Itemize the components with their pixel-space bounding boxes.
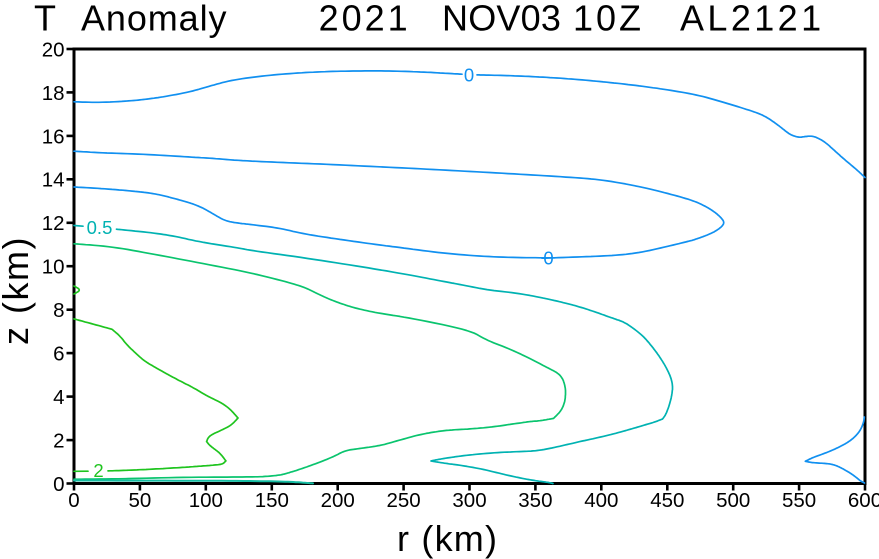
- svg-text:350: 350: [518, 489, 552, 512]
- svg-text:4: 4: [53, 386, 64, 409]
- svg-text:T: T: [34, 0, 56, 39]
- svg-text:AL2121: AL2121: [680, 0, 825, 39]
- svg-text:100: 100: [189, 489, 223, 512]
- svg-text:300: 300: [452, 489, 486, 512]
- svg-text:10Z: 10Z: [573, 0, 644, 39]
- svg-text:600: 600: [848, 489, 879, 512]
- svg-text:2021: 2021: [319, 0, 411, 39]
- svg-text:500: 500: [716, 489, 750, 512]
- svg-text:50: 50: [128, 489, 151, 512]
- svg-text:400: 400: [584, 489, 618, 512]
- svg-text:6: 6: [53, 343, 64, 366]
- svg-text:550: 550: [782, 489, 816, 512]
- svg-text:450: 450: [650, 489, 684, 512]
- svg-text:r (km): r (km): [397, 518, 498, 559]
- svg-text:150: 150: [255, 489, 289, 512]
- svg-text:0: 0: [53, 473, 64, 496]
- svg-text:Anomaly: Anomaly: [81, 0, 227, 39]
- svg-text:20: 20: [42, 38, 65, 61]
- svg-text:0: 0: [464, 65, 474, 86]
- svg-text:14: 14: [42, 169, 65, 192]
- svg-text:8: 8: [53, 299, 64, 322]
- svg-text:NOV03: NOV03: [442, 0, 561, 39]
- svg-text:2: 2: [53, 429, 64, 452]
- svg-text:12: 12: [42, 212, 65, 235]
- svg-text:0: 0: [543, 248, 553, 269]
- svg-text:2: 2: [93, 460, 103, 481]
- svg-text:250: 250: [386, 489, 420, 512]
- svg-text:0.5: 0.5: [87, 217, 113, 238]
- svg-text:10: 10: [42, 256, 65, 279]
- svg-text:18: 18: [42, 82, 65, 105]
- svg-text:16: 16: [42, 125, 65, 148]
- svg-text:200: 200: [321, 489, 355, 512]
- svg-text:z (km): z (km): [0, 236, 36, 345]
- svg-text:0: 0: [68, 489, 79, 512]
